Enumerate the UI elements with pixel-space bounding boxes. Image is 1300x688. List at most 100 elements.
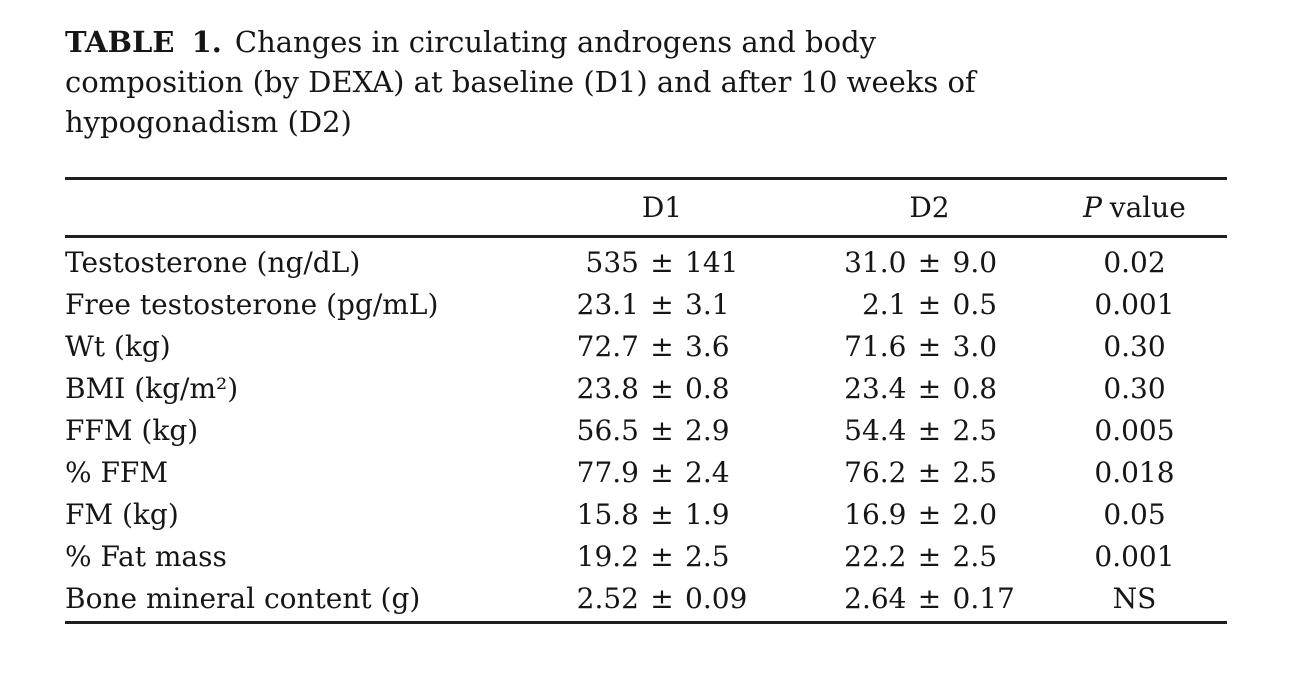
plus-minus-sign: ± <box>917 245 942 279</box>
p-value: 0.001 <box>1094 539 1175 573</box>
d2-sd: 0.8 <box>952 371 998 405</box>
d2-sd: 2.5 <box>952 413 998 447</box>
d1-mean: 2.52 <box>576 581 639 615</box>
d1-sd: 2.4 <box>685 455 730 489</box>
table-row-pct-ffm: % FFM 77.9 ±2.4 76.2 ±2.5 0.018 <box>65 451 1227 493</box>
plus-minus-sign: ± <box>650 413 674 447</box>
plus-minus-sign: ± <box>917 371 942 405</box>
header-d1: D1 <box>641 191 683 224</box>
d1-sd: 2.5 <box>685 539 730 573</box>
d1-sd: 3.6 <box>685 329 730 363</box>
d1-mean: 77.9 <box>576 455 639 489</box>
p-value: 0.005 <box>1094 413 1175 447</box>
row-label: % FFM <box>65 455 169 489</box>
d2-mean: 71.6 <box>844 329 907 363</box>
d2-value: 23.4 ±0.8 <box>817 372 1042 405</box>
p-value: 0.02 <box>1103 245 1166 279</box>
d2-sd: 0.17 <box>952 581 1015 615</box>
header-d2: D2 <box>909 191 950 224</box>
caption-line: TABLE 1. Changes in circulating androgens… <box>65 22 1195 62</box>
row-label: % Fat mass <box>65 539 227 573</box>
paper-table-snippet: TABLE 1. Changes in circulating androgens… <box>65 22 1300 624</box>
d2-sd: 3.0 <box>952 329 998 363</box>
d1-value: 72.7 ±3.6 <box>507 330 817 363</box>
plus-minus-sign: ± <box>650 539 674 573</box>
d2-value: 76.2 ±2.5 <box>817 456 1042 489</box>
d1-sd: 0.8 <box>685 371 730 405</box>
d1-sd: 0.09 <box>685 581 748 615</box>
p-value: 0.018 <box>1094 455 1175 489</box>
table-body: Testosterone (ng/dL) 535 ±141 31.0 ±9.0 0.… <box>65 238 1300 621</box>
d2-mean: 16.9 <box>844 497 907 531</box>
d2-mean: 22.2 <box>844 539 907 573</box>
d1-sd: 1.9 <box>685 497 730 531</box>
plus-minus-sign: ± <box>917 497 942 531</box>
d1-mean: 15.8 <box>576 497 639 531</box>
d1-value: 56.5 ±2.9 <box>507 414 817 447</box>
plus-minus-sign: ± <box>650 455 674 489</box>
d1-mean: 56.5 <box>576 413 639 447</box>
d2-mean: 54.4 <box>844 413 907 447</box>
table-caption: TABLE 1. Changes in circulating androgens… <box>65 22 1195 142</box>
d2-value: 22.2 ±2.5 <box>817 540 1042 573</box>
d1-mean: 23.8 <box>576 371 639 405</box>
p-value: NS <box>1112 581 1157 615</box>
caption-text-2: composition (by DEXA) at baseline (D1) a… <box>65 65 976 99</box>
table-row-bone-mineral-content: Bone mineral content (g) 2.52 ±0.09 2.64 ±… <box>65 577 1227 619</box>
plus-minus-sign: ± <box>650 497 674 531</box>
d2-mean: 76.2 <box>844 455 907 489</box>
d1-value: 19.2 ±2.5 <box>507 540 817 573</box>
table-row-bmi: BMI (kg/m²) 23.8 ±0.8 23.4 ±0.8 0.30 <box>65 367 1227 409</box>
plus-minus-sign: ± <box>650 245 674 279</box>
table-top-rule <box>65 177 1227 180</box>
p-symbol: P <box>1083 191 1102 224</box>
p-value-word: value <box>1109 191 1186 224</box>
d1-mean: 23.1 <box>576 287 639 321</box>
table-row-weight: Wt (kg) 72.7 ±3.6 71.6 ±3.0 0.30 <box>65 325 1227 367</box>
row-label: Bone mineral content (g) <box>65 581 421 615</box>
d2-sd: 0.5 <box>952 287 998 321</box>
d1-sd: 2.9 <box>685 413 730 447</box>
d2-value: 2.64 ±0.17 <box>817 582 1042 615</box>
p-value: 0.30 <box>1103 371 1166 405</box>
d1-sd: 141 <box>685 245 739 279</box>
d1-value: 23.8 ±0.8 <box>507 372 817 405</box>
row-label: Wt (kg) <box>65 329 171 363</box>
plus-minus-sign: ± <box>650 371 674 405</box>
d1-value: 23.1 ±3.1 <box>507 288 817 321</box>
d2-sd: 2.5 <box>952 539 998 573</box>
d2-value: 16.9 ±2.0 <box>817 498 1042 531</box>
d2-value: 31.0 ±9.0 <box>817 246 1042 279</box>
d1-value: 77.9 ±2.4 <box>507 456 817 489</box>
table-row-free-testosterone: Free testosterone (pg/mL) 23.1 ±3.1 2.1 ±0… <box>65 283 1227 325</box>
d2-value: 54.4 ±2.5 <box>817 414 1042 447</box>
plus-minus-sign: ± <box>917 329 942 363</box>
row-label: FM (kg) <box>65 497 179 531</box>
table-row-ffm: FFM (kg) 56.5 ±2.9 54.4 ±2.5 0.005 <box>65 409 1227 451</box>
caption-text-3: hypogonadism (D2) <box>65 105 352 139</box>
table-header-rule <box>65 235 1227 238</box>
plus-minus-sign: ± <box>650 581 674 615</box>
d1-value: 2.52 ±0.09 <box>507 582 817 615</box>
table-bottom-rule <box>65 621 1227 624</box>
d1-mean: 19.2 <box>576 539 639 573</box>
row-label: Free testosterone (pg/mL) <box>65 287 439 321</box>
row-label: BMI (kg/m²) <box>65 371 239 405</box>
row-label: FFM (kg) <box>65 413 199 447</box>
plus-minus-sign: ± <box>917 287 942 321</box>
d1-value: 535 ±141 <box>507 246 817 279</box>
d2-mean: 2.64 <box>844 581 907 615</box>
d2-mean: 2.1 <box>861 287 907 321</box>
table-number: TABLE 1. <box>65 25 222 59</box>
d1-value: 15.8 ±1.9 <box>507 498 817 531</box>
d1-sd: 3.1 <box>685 287 730 321</box>
plus-minus-sign: ± <box>650 287 674 321</box>
d1-mean: 72.7 <box>576 329 639 363</box>
d2-mean: 23.4 <box>844 371 907 405</box>
table-row-testosterone: Testosterone (ng/dL) 535 ±141 31.0 ±9.0 0.… <box>65 241 1227 283</box>
d1-mean: 535 <box>585 245 639 279</box>
p-value: 0.05 <box>1103 497 1166 531</box>
d2-sd: 9.0 <box>952 245 998 279</box>
